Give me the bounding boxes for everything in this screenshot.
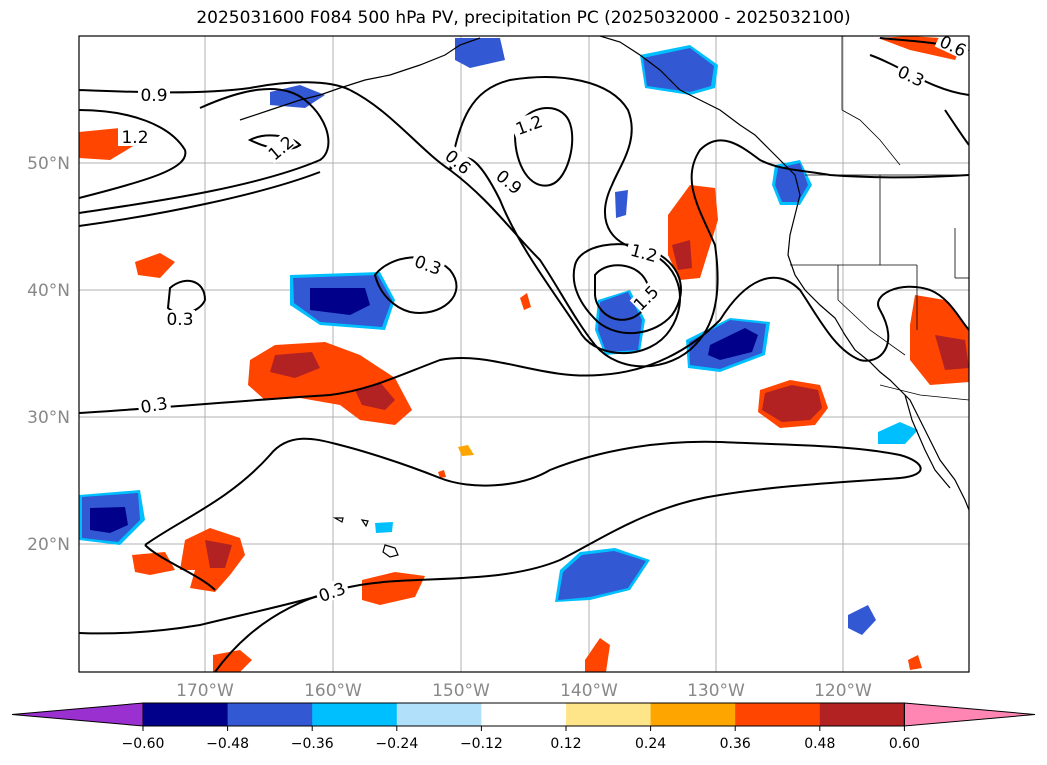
colorbar-segment [227,703,313,726]
lon-tick-label: 160°W [304,681,362,701]
lat-tick-label: 20°N [27,535,70,555]
colorbar-tick-label: 0.24 [635,736,666,752]
lat-tick-label: 30°N [27,408,70,428]
lon-tick-label: 170°W [176,681,234,701]
contour-label: 1.2 [121,128,148,148]
colorbar-extend-max [903,702,1036,727]
colorbar-segment [819,703,905,726]
colorbar-tick-label: 0.12 [550,736,581,752]
lat-tick-label: 50°N [27,154,70,174]
contour-label: 0.3 [166,310,193,330]
lat-axis: 50°N 40°N 30°N 20°N [27,154,70,555]
lon-tick-label: 120°W [814,681,872,701]
lon-tick-label: 150°W [432,681,490,701]
colorbar-tick-label: −0.48 [206,736,249,752]
colorbar-extend-min [11,702,144,727]
colorbar-segment [143,703,229,726]
colorbar-tick-label: −0.24 [375,736,418,752]
lon-tick-label: 130°W [687,681,745,701]
colorbar-tick-label: −0.60 [122,736,165,752]
colorbar: −0.60 −0.48 −0.36 −0.24 −0.12 0.12 0.24 0.36 0.4… [11,702,1036,752]
pv-contours [79,37,969,672]
precip-positive [79,36,969,672]
lon-axis: 170°W 160°W 150°W 140°W 130°W 120°W [176,681,872,701]
colorbar-tick-label: 0.36 [720,736,751,752]
colorbar-tick-label: 0.48 [804,736,835,752]
colorbar-segment [650,703,736,726]
precip-negative [79,38,918,635]
lon-tick-label: 140°W [560,681,618,701]
contour-label: 0.3 [139,394,169,418]
borders [790,36,969,401]
colorbar-tick-label: −0.12 [460,736,503,752]
contour-label: 0.9 [140,86,167,106]
map-title: 2025031600 F084 500 hPa PV, precipitatio… [196,8,851,28]
colorbar-tick-label: −0.36 [291,736,334,752]
colorbar-segment [481,703,567,726]
colorbar-segment [396,703,482,726]
colorbar-tick-label: 0.60 [889,736,920,752]
colorbar-segment [735,703,821,726]
lat-tick-label: 40°N [27,281,70,301]
plot-frame [78,35,970,673]
coastlines [239,36,969,558]
colorbar-segment [566,703,652,726]
colorbar-segment [312,703,398,726]
colorbar-frame [142,702,905,727]
